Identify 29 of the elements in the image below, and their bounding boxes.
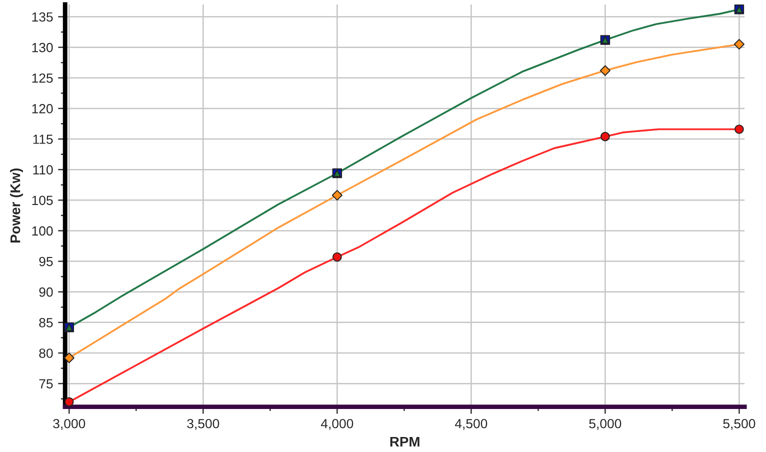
- point: [332, 252, 342, 262]
- point: [734, 124, 744, 134]
- point: [600, 132, 610, 142]
- y-tick-label: 105: [32, 196, 53, 206]
- y-tick-label: 120: [32, 104, 53, 114]
- y-tick-label: 110: [33, 165, 53, 174]
- point: [600, 65, 610, 76]
- x-tick-label: 3,500: [187, 418, 220, 430]
- y-axis-title: Power (Kw): [10, 168, 23, 243]
- x-tick-label: 4,500: [454, 418, 488, 430]
- y-tick-label: 135: [32, 12, 53, 22]
- x-tick-label: 5,500: [723, 418, 756, 430]
- x-tick-label: 5,000: [589, 418, 622, 430]
- point: [64, 397, 74, 407]
- y-tick-label: 115: [33, 134, 53, 144]
- y-tick-label: 125: [32, 73, 53, 83]
- y-tick-label: 100: [32, 226, 53, 236]
- y-tick-label: 75: [39, 379, 53, 388]
- x-tick-label: 3,000: [53, 418, 86, 430]
- y-tick-label: 95: [39, 256, 53, 266]
- y-tick-label: 90: [39, 287, 53, 297]
- y-tick-label: 130: [32, 42, 53, 52]
- point: [734, 38, 744, 50]
- x-axis-title: RPM: [390, 436, 420, 447]
- y-tick-label: 85: [39, 318, 53, 328]
- point: [332, 190, 342, 201]
- point: [64, 352, 74, 364]
- y-tick-label: 80: [39, 348, 53, 358]
- x-tick-label: 4,000: [320, 418, 354, 430]
